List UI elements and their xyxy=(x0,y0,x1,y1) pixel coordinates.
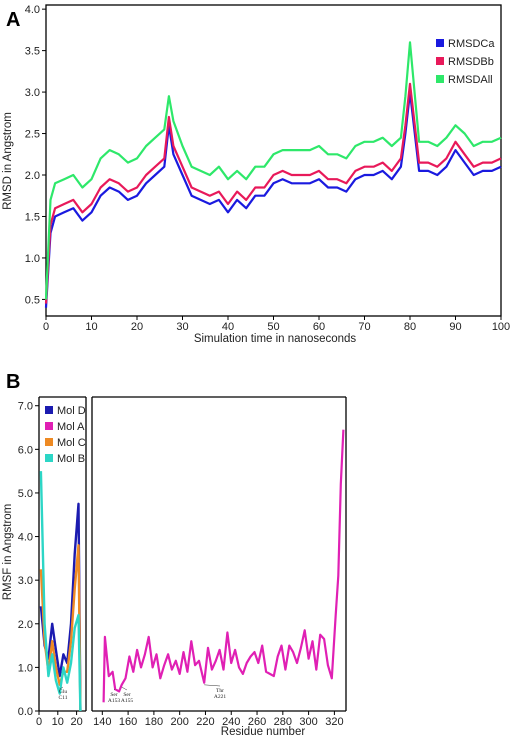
chart-b-annotation-leader xyxy=(121,686,128,691)
chart-a-series-rmsdca xyxy=(44,90,502,308)
chart-b-x-tick-label: 0 xyxy=(36,716,42,728)
chart-a-x-tick-label: 90 xyxy=(449,321,461,333)
chart-b-x-tick-label: 160 xyxy=(119,716,137,728)
chart-a-y-axis-label: RMSD in Angstrom xyxy=(2,112,14,210)
chart-a-x-tick-label: 40 xyxy=(222,321,234,333)
chart-b-y-tick-label: 3.0 xyxy=(18,575,33,587)
chart-b-x-axis-label: Residue number xyxy=(221,726,306,738)
chart-b-legend-label: Mol C xyxy=(57,437,86,449)
chart-a-legend-swatch xyxy=(436,39,444,47)
chart-b-y-axis-label: RMSF in Angstrom xyxy=(2,504,14,601)
chart-b-y-tick-label: 0.0 xyxy=(18,706,33,718)
chart-a-series-rmsdbb xyxy=(44,82,502,304)
chart-b-annotation-label: Thr xyxy=(216,688,224,694)
chart-a-x-tick-label: 20 xyxy=(131,321,143,333)
chart-a-x-tick-label: 70 xyxy=(358,321,370,333)
chart-b-annotation-label: Ser xyxy=(123,692,131,698)
chart-a-y-tick-label: 0.5 xyxy=(25,294,40,306)
chart-b-annotation-leader xyxy=(59,686,64,690)
chart-b-x-tick-label: 300 xyxy=(299,716,317,728)
chart-a-x-tick-label: 60 xyxy=(313,321,325,333)
chart-a-x-tick-label: 100 xyxy=(492,321,510,333)
chart-a-x-tick-label: 30 xyxy=(176,321,188,333)
chart-a-y-tick-label: 3.0 xyxy=(25,87,40,99)
chart-b-legend-swatch xyxy=(45,438,53,446)
chart-a-x-tick-label: 0 xyxy=(43,321,49,333)
chart-a-x-tick-label: 10 xyxy=(85,321,97,333)
chart-b-x-tick-label: 20 xyxy=(70,716,82,728)
chart-b-annotation-label: A221 xyxy=(214,694,226,700)
chart-b-y-tick-label: 1.0 xyxy=(18,662,33,674)
chart-a-y-tick-label: 2.0 xyxy=(25,170,40,182)
chart-b-annotation-leader xyxy=(204,684,221,687)
chart-a-legend-label: RMSDCa xyxy=(448,38,495,50)
chart-b-x-tick-label: 320 xyxy=(325,716,343,728)
chart-a-y-tick-label: 2.5 xyxy=(25,129,40,141)
chart-b-legend-swatch xyxy=(45,422,53,430)
chart-b-y-tick-label: 5.0 xyxy=(18,488,33,500)
chart-a-legend-label: RMSDAll xyxy=(448,74,493,86)
panel-label-a: A xyxy=(6,9,20,31)
chart-b-y-tick-label: 2.0 xyxy=(18,619,33,631)
panel-label-b: B xyxy=(6,371,20,393)
chart-b-x-tick-label: 260 xyxy=(248,716,266,728)
chart-a-y-tick-label: 3.5 xyxy=(25,46,40,58)
chart-b-y-tick-label: 4.0 xyxy=(18,532,33,544)
chart-b-x-tick-label: 220 xyxy=(196,716,214,728)
chart-b-y-tick-label: 6.0 xyxy=(18,444,33,456)
chart-b-annotation-label: Ser xyxy=(110,692,118,698)
chart-b-x-tick-label: 200 xyxy=(170,716,188,728)
chart-a-frame xyxy=(45,4,502,317)
chart-b-legend-label: Mol D xyxy=(57,405,86,417)
chart-a-legend-swatch xyxy=(436,57,444,65)
chart-a-y-tick-label: 4.0 xyxy=(25,4,40,16)
chart-b-annotation-label: A155 xyxy=(121,698,133,704)
chart-b-x-tick-label: 280 xyxy=(274,716,292,728)
chart-a-series-rmsdall xyxy=(44,41,502,300)
chart-a-legend-swatch xyxy=(436,75,444,83)
chart-b-legend-label: Mol B xyxy=(57,453,85,465)
chart-b-y-tick-label: 7.0 xyxy=(18,401,33,413)
chart-b-legend-swatch xyxy=(45,454,53,462)
chart-b-series-mol-b xyxy=(39,471,82,712)
chart-b-series-mol-a xyxy=(102,429,345,703)
chart-b-legend-label: Mol A xyxy=(57,421,85,433)
chart-b-x-tick-label: 140 xyxy=(93,716,111,728)
chart-b-x-tick-label: 10 xyxy=(52,716,64,728)
chart-b-annotation-leader xyxy=(113,688,116,691)
chart-a-y-tick-label: 1.5 xyxy=(25,211,40,223)
chart-b-annotation-label: A153 xyxy=(108,698,120,704)
chart-a-legend-label: RMSDBb xyxy=(448,56,494,68)
chart-a-x-axis-label: Simulation time in nanoseconds xyxy=(194,333,357,345)
chart-b-annotation-label: Glu xyxy=(59,689,68,695)
chart-a-x-tick-label: 80 xyxy=(404,321,416,333)
chart-b-x-tick-label: 240 xyxy=(222,716,240,728)
chart-a-x-tick-label: 50 xyxy=(267,321,279,333)
chart-b-annotation-label: C11 xyxy=(59,695,68,701)
chart-b-legend-swatch xyxy=(45,406,53,414)
chart-b-x-tick-label: 180 xyxy=(145,716,163,728)
chart-a-y-tick-label: 1.0 xyxy=(25,253,40,265)
